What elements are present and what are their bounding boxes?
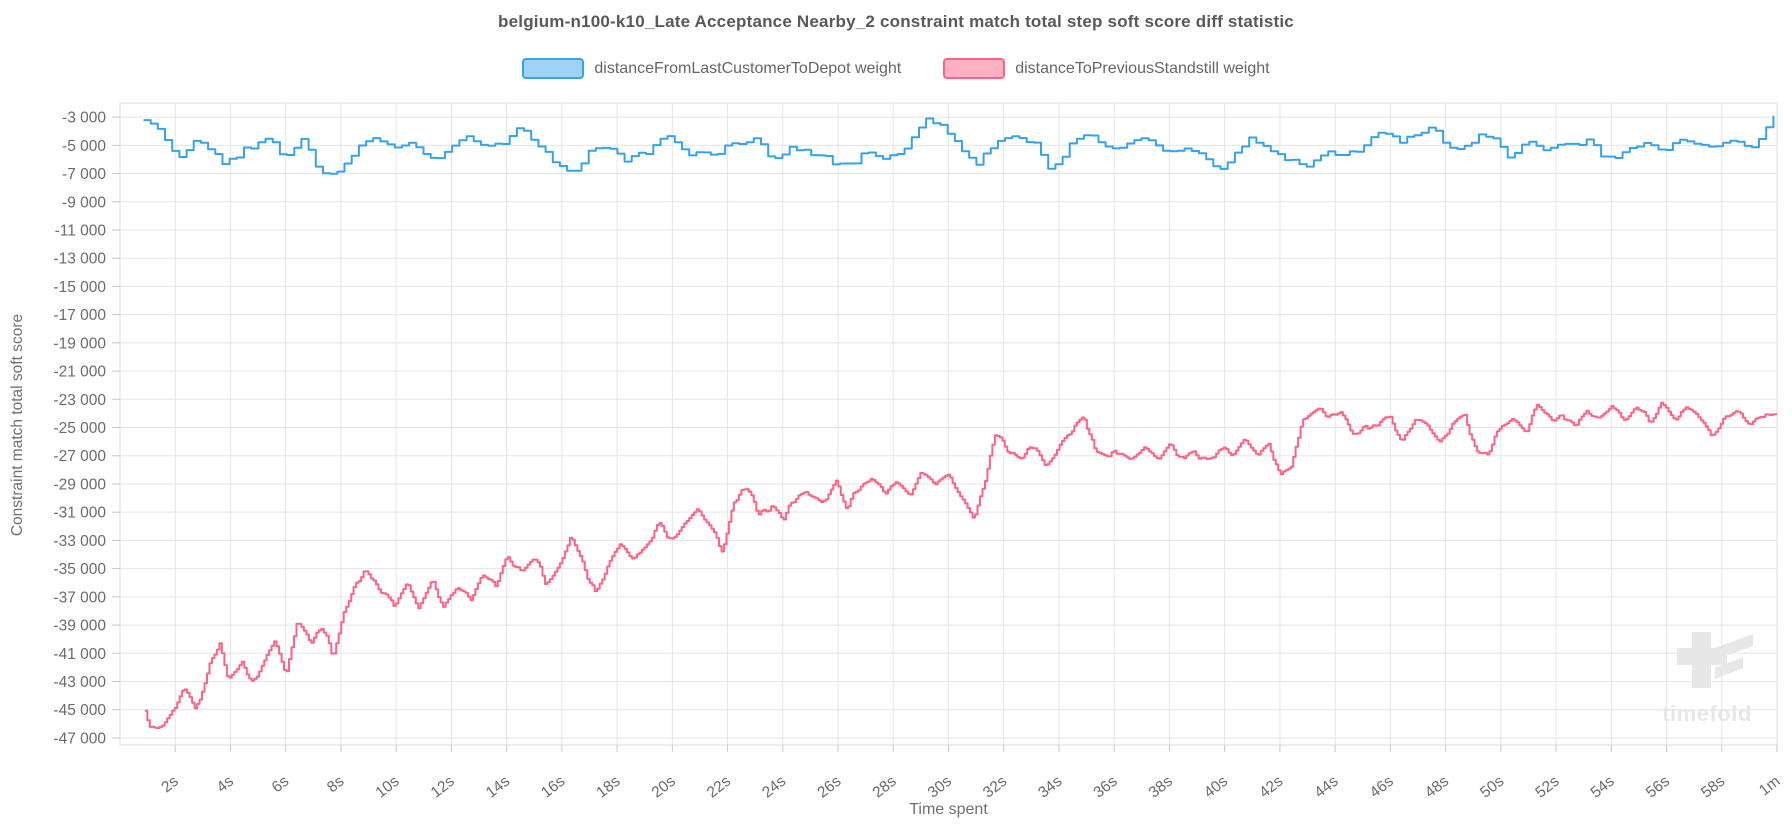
svg-text:34s: 34s <box>1035 773 1065 802</box>
svg-text:-23 000: -23 000 <box>53 392 106 409</box>
svg-text:20s: 20s <box>649 773 679 802</box>
svg-text:-5 000: -5 000 <box>62 138 106 155</box>
svg-text:58s: 58s <box>1698 773 1728 802</box>
svg-text:6s: 6s <box>269 773 293 797</box>
svg-text:16s: 16s <box>538 773 568 802</box>
legend-swatch-blue <box>522 58 585 79</box>
svg-text:40s: 40s <box>1201 773 1231 802</box>
svg-text:-27 000: -27 000 <box>53 448 106 465</box>
svg-text:24s: 24s <box>759 773 789 802</box>
legend-swatch-pink <box>943 58 1006 79</box>
svg-text:-13 000: -13 000 <box>53 251 106 268</box>
svg-text:4s: 4s <box>214 773 238 797</box>
svg-text:32s: 32s <box>980 773 1010 802</box>
svg-text:-3 000: -3 000 <box>62 110 106 127</box>
svg-text:-9 000: -9 000 <box>62 194 106 211</box>
svg-text:38s: 38s <box>1146 773 1176 802</box>
svg-text:-43 000: -43 000 <box>53 674 106 691</box>
legend-item-distanceFromLastCustomerToDepot[interactable]: distanceFromLastCustomerToDepot weight <box>522 58 901 79</box>
svg-text:18s: 18s <box>593 773 623 802</box>
svg-text:8s: 8s <box>324 773 348 797</box>
svg-text:54s: 54s <box>1588 773 1618 802</box>
svg-text:14s: 14s <box>483 773 513 802</box>
legend-label: distanceToPreviousStandstill weight <box>1015 59 1270 77</box>
svg-text:-29 000: -29 000 <box>53 476 106 493</box>
svg-text:-25 000: -25 000 <box>53 420 106 437</box>
svg-text:-19 000: -19 000 <box>53 335 106 352</box>
legend-label: distanceFromLastCustomerToDepot weight <box>594 59 902 77</box>
svg-text:-39 000: -39 000 <box>53 618 106 635</box>
legend-item-distanceToPreviousStandstill[interactable]: distanceToPreviousStandstill weight <box>943 58 1270 79</box>
svg-text:-37 000: -37 000 <box>53 589 106 606</box>
svg-text:-33 000: -33 000 <box>53 533 106 550</box>
svg-text:-35 000: -35 000 <box>53 561 106 578</box>
svg-text:1m: 1m <box>1756 773 1783 800</box>
svg-text:-17 000: -17 000 <box>53 307 106 324</box>
svg-text:26s: 26s <box>814 773 844 802</box>
svg-text:-47 000: -47 000 <box>53 730 106 747</box>
svg-text:12s: 12s <box>428 773 458 802</box>
svg-text:52s: 52s <box>1532 773 1562 802</box>
svg-text:46s: 46s <box>1367 773 1397 802</box>
svg-text:-41 000: -41 000 <box>53 646 106 663</box>
svg-text:42s: 42s <box>1256 773 1286 802</box>
svg-text:10s: 10s <box>372 773 402 802</box>
svg-text:-31 000: -31 000 <box>53 505 106 522</box>
svg-text:-21 000: -21 000 <box>53 364 106 381</box>
svg-text:30s: 30s <box>925 773 955 802</box>
svg-text:56s: 56s <box>1643 773 1673 802</box>
svg-text:36s: 36s <box>1090 773 1120 802</box>
svg-text:50s: 50s <box>1477 773 1507 802</box>
svg-text:-45 000: -45 000 <box>53 702 106 719</box>
chart-title: belgium-n100-k10_Late Acceptance Nearby_… <box>498 12 1294 31</box>
svg-text:48s: 48s <box>1422 773 1452 802</box>
svg-text:22s: 22s <box>704 773 734 802</box>
svg-text:-15 000: -15 000 <box>53 279 106 296</box>
svg-text:-7 000: -7 000 <box>62 166 106 183</box>
svg-text:28s: 28s <box>870 773 900 802</box>
svg-text:-11 000: -11 000 <box>55 222 107 239</box>
svg-text:2s: 2s <box>158 773 182 797</box>
x-axis-title: Time spent <box>909 801 988 818</box>
legend: distanceFromLastCustomerToDepot weight d… <box>0 58 1792 79</box>
svg-text:44s: 44s <box>1311 773 1341 802</box>
